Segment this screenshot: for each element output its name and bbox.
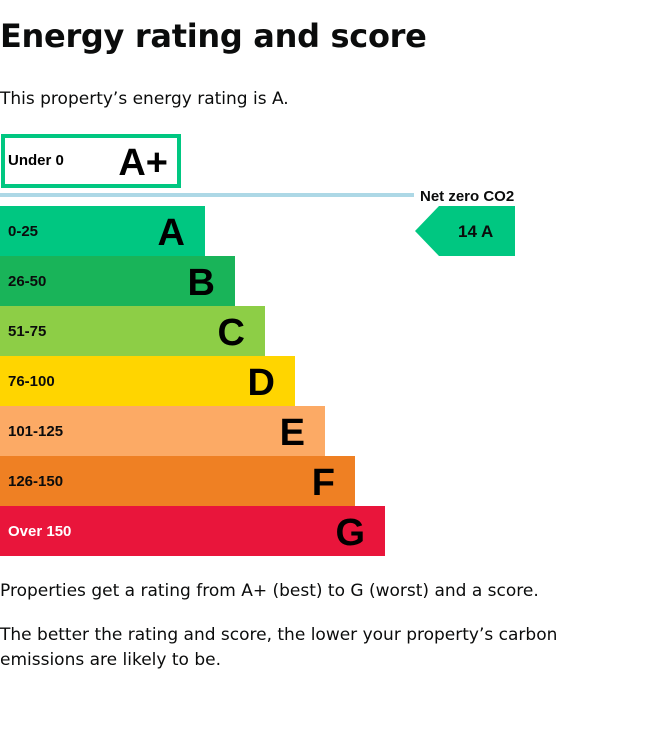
- rating-intro-text: This property’s energy rating is A.: [0, 89, 289, 109]
- band-b-bar: [0, 256, 235, 306]
- band-a-plus-box: [1, 134, 181, 188]
- band-f-letter: F: [312, 462, 335, 504]
- band-d-letter: D: [248, 362, 275, 404]
- band-f-range: 126-150: [8, 473, 63, 490]
- band-e-letter: E: [280, 412, 305, 454]
- band-a-range: 0-25: [8, 223, 38, 240]
- band-g-range: Over 150: [8, 523, 71, 540]
- net-zero-label: Net zero CO2: [420, 188, 514, 205]
- band-e-range: 101-125: [8, 423, 63, 440]
- band-g-letter: G: [335, 512, 365, 554]
- band-c-range: 51-75: [8, 323, 46, 340]
- band-c-letter: C: [218, 312, 245, 354]
- band-b-letter: B: [188, 262, 215, 304]
- band-d-range: 76-100: [8, 373, 55, 390]
- current-rating-arrow: [415, 206, 515, 256]
- band-g-bar: [0, 506, 385, 556]
- band-b-range: 26-50: [8, 273, 46, 290]
- band-c-bar: [0, 306, 265, 356]
- band-f-bar: [0, 456, 355, 506]
- band-a-plus-letter: A+: [118, 142, 168, 184]
- page-title: Energy rating and score: [0, 17, 427, 55]
- band-d-bar: [0, 356, 295, 406]
- carbon-emissions-text: The better the rating and score, the low…: [0, 625, 558, 670]
- band-a-bar: [0, 206, 205, 256]
- rating-explanation-text: Properties get a rating from A+ (best) t…: [0, 581, 539, 601]
- energy-rating-chart: Under 0 A+ 0-25 A 26-50 B 51-75 C 76-100 D 101-125…: [0, 134, 515, 556]
- band-a-letter: A: [158, 212, 185, 254]
- band-e-bar: [0, 406, 325, 456]
- current-rating-label: 14 A: [458, 222, 493, 241]
- band-a-plus-range: Under 0: [8, 152, 64, 169]
